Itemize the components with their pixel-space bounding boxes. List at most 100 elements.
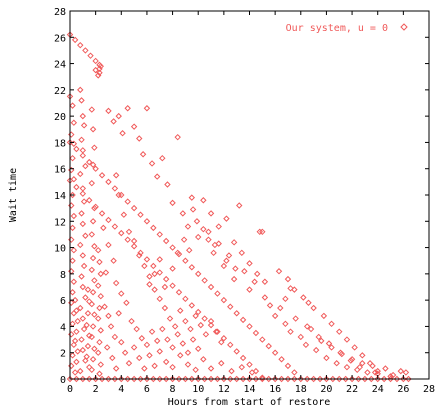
data-point (405, 375, 412, 383)
data-point (73, 328, 80, 335)
data-point (343, 336, 351, 343)
data-point (159, 325, 166, 333)
data-point (115, 112, 122, 120)
data-point (227, 303, 234, 310)
data-point (164, 336, 171, 343)
data-point (211, 241, 219, 249)
data-point (205, 236, 212, 243)
y-tick-label: 18 (54, 138, 66, 149)
data-point (402, 369, 410, 376)
data-point (188, 302, 196, 309)
data-point (79, 315, 87, 322)
data-point (336, 328, 343, 335)
legend-marker-diamond (400, 23, 408, 31)
x-tick-label: 8 (170, 384, 176, 395)
data-point (169, 244, 176, 251)
data-point (98, 172, 106, 179)
data-point (92, 375, 99, 383)
data-point (118, 290, 125, 297)
data-point (292, 315, 299, 322)
data-point (220, 375, 228, 383)
data-point (118, 375, 125, 383)
y-tick-label: 28 (54, 7, 66, 18)
data-point (246, 323, 253, 330)
data-point (88, 266, 96, 274)
data-point (94, 246, 102, 254)
data-point (164, 181, 171, 188)
data-point (259, 375, 266, 383)
data-point (124, 236, 131, 243)
data-point (77, 86, 84, 94)
data-point (374, 375, 381, 383)
data-point (78, 273, 85, 280)
data-point (69, 224, 76, 232)
x-tick-label: 14 (243, 384, 255, 395)
data-point (71, 369, 79, 376)
data-point (130, 243, 138, 250)
points-layer (66, 31, 412, 383)
data-point (96, 370, 103, 377)
data-point (92, 165, 99, 172)
data-point (79, 346, 87, 354)
data-point (252, 367, 260, 375)
data-point (151, 270, 158, 278)
data-point (171, 323, 179, 330)
data-point (112, 172, 120, 179)
data-point (123, 299, 130, 306)
data-point (297, 333, 304, 341)
data-point (83, 321, 90, 329)
data-point (78, 97, 85, 104)
data-point (252, 329, 260, 337)
data-point (150, 262, 157, 270)
data-point (74, 317, 81, 325)
data-point (156, 231, 163, 238)
data-point (124, 198, 131, 205)
data-point (101, 303, 108, 310)
data-point (82, 294, 89, 301)
data-point (380, 375, 388, 383)
data-point (111, 185, 119, 192)
data-point (195, 345, 202, 352)
data-point (291, 375, 298, 383)
data-point (83, 353, 90, 360)
data-point (214, 375, 221, 383)
data-point (82, 47, 89, 54)
data-point (130, 375, 138, 383)
data-point (143, 341, 151, 349)
data-point (79, 152, 87, 159)
data-point (215, 240, 222, 247)
data-point (128, 317, 135, 325)
data-point (97, 62, 104, 70)
data-point (70, 176, 78, 183)
data-point (177, 307, 184, 314)
data-point (91, 311, 98, 318)
data-point (282, 295, 289, 303)
data-point (248, 369, 256, 376)
data-point (82, 357, 89, 364)
data-point (278, 375, 285, 383)
data-point (143, 105, 151, 112)
data-point (397, 367, 405, 375)
data-point (130, 204, 138, 212)
data-point (102, 269, 110, 276)
data-point (265, 375, 272, 383)
data-point (105, 241, 112, 249)
legend-label: Our system, u = 0 (286, 23, 388, 34)
data-point (86, 298, 93, 305)
data-point (195, 308, 202, 316)
data-point (325, 340, 333, 347)
data-point (329, 375, 337, 383)
data-point (103, 344, 111, 351)
data-point (277, 304, 284, 312)
data-point (80, 325, 88, 333)
data-point (159, 154, 166, 162)
data-point (256, 228, 263, 236)
data-point (94, 315, 102, 322)
data-point (192, 312, 199, 320)
data-point (69, 257, 76, 264)
data-point (87, 52, 94, 59)
data-point (338, 350, 346, 358)
data-point (137, 249, 144, 257)
data-point (70, 246, 78, 254)
